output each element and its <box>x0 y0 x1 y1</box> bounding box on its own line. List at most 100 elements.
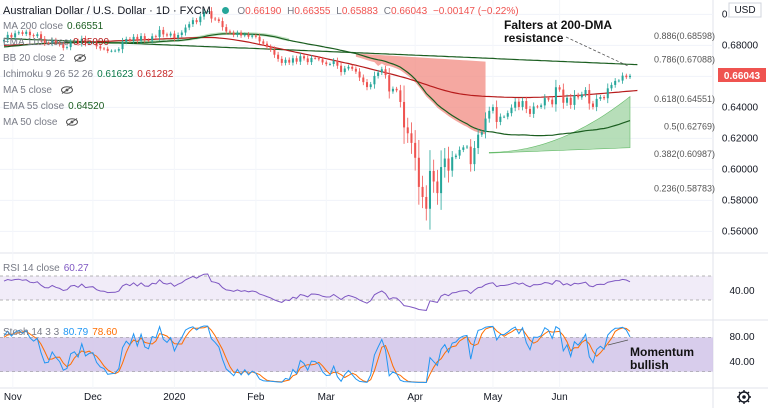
candle-down <box>591 103 594 107</box>
candle-down <box>280 58 283 63</box>
indicator-ma5[interactable]: MA 5 close <box>3 85 73 97</box>
candle-down <box>321 59 324 63</box>
fib-level-label: 0.886(0.68598) <box>654 31 715 41</box>
candle-up <box>347 66 350 69</box>
fib-level-label: 0.618(0.64551) <box>654 94 715 104</box>
candle-down <box>106 48 109 51</box>
fib-level-label: 0.5(0.62769) <box>664 121 715 131</box>
hidden-eye-icon[interactable] <box>66 118 79 127</box>
candle-down <box>358 71 361 78</box>
price-tick-label: 0.58000 <box>722 195 759 206</box>
symbol-header[interactable]: Australian Dollar / U.S. Dollar · 1D · F… <box>3 5 519 18</box>
candle-up <box>566 97 569 103</box>
candle-up <box>236 32 239 36</box>
candle-down <box>303 56 306 59</box>
fib-level-label: 0.786(0.67088) <box>654 55 715 65</box>
candle-up <box>614 80 617 85</box>
candle-down <box>306 58 309 63</box>
price-tick-label: 0.60000 <box>722 164 759 175</box>
candle-up <box>621 75 624 81</box>
candle-up <box>80 38 83 44</box>
candle-down <box>47 43 50 44</box>
momentum-pointer-line <box>607 339 629 346</box>
falters-annotation-line1: Falters at 200-DMA <box>504 18 612 32</box>
price-tick-label: 0.68000 <box>722 40 759 51</box>
live-dot-icon <box>221 7 229 14</box>
candle-down <box>340 65 343 73</box>
candle-up <box>628 75 632 78</box>
candle-down <box>336 60 339 66</box>
currency-box[interactable] <box>728 2 762 18</box>
candle-down <box>143 36 146 40</box>
candle-up <box>510 107 513 114</box>
indicator-ema55[interactable]: EMA 55 close 0.64520 <box>3 101 105 112</box>
candle-down <box>569 97 572 105</box>
candle-up <box>6 34 9 40</box>
rsi-legend[interactable]: RSI 14 close 60.27 <box>3 263 89 274</box>
candle-up <box>169 33 172 36</box>
candle-up <box>380 69 383 73</box>
candle-up <box>177 35 180 39</box>
candle-down <box>21 32 24 34</box>
candle-up <box>543 98 546 106</box>
candle-down <box>210 11 213 19</box>
candle-down <box>399 90 402 102</box>
candle-down <box>102 48 106 50</box>
indicator-ema110[interactable]: EMA 110 close 0.65090 <box>3 37 110 48</box>
candle-up <box>110 50 113 52</box>
candle-down <box>225 27 228 32</box>
indicator-bb20[interactable]: BB 20 close 2 <box>3 53 86 65</box>
symbol-title[interactable]: Australian Dollar / U.S. Dollar · 1D · F… <box>3 5 211 17</box>
last-price-tag <box>718 68 766 82</box>
candle-up <box>2 39 6 42</box>
time-tick-label: 2020 <box>163 392 186 403</box>
candle-up <box>532 106 535 114</box>
rsi-axis-label: 40.00 <box>729 286 754 297</box>
time-tick-label: Jun <box>552 392 568 403</box>
candle-up <box>132 36 135 41</box>
candle-down <box>469 146 472 165</box>
candle-up <box>291 58 294 63</box>
candle-up <box>243 34 246 36</box>
ichimoku-cloud-bullish <box>488 95 631 154</box>
hidden-eye-icon[interactable] <box>73 54 86 63</box>
settings-gear-icon[interactable] <box>737 390 751 404</box>
candle-down <box>495 107 498 122</box>
candle-up <box>617 80 620 82</box>
candle-down <box>43 38 46 44</box>
ohlc-high: H0.66355 <box>287 6 331 17</box>
stoch-legend[interactable]: Stoch 14 3 3 80.79 78.60 <box>3 327 118 338</box>
candle-up <box>125 39 128 42</box>
indicator-ma50[interactable]: MA 50 close <box>3 117 79 129</box>
stoch-axis-label-40: 40.00 <box>729 357 754 368</box>
candle-up <box>36 34 39 37</box>
candle-up <box>377 72 380 76</box>
candle-down <box>32 35 35 37</box>
time-tick-label: Dec <box>84 392 102 403</box>
candle-up <box>584 90 587 95</box>
candle-up <box>206 11 209 12</box>
last-price-value: 0.66043 <box>724 71 761 82</box>
candle-up <box>17 32 20 34</box>
fib-level-label: 0.382(0.60987) <box>654 149 715 159</box>
indicator-ichimoku[interactable]: Ichimoku 9 26 52 26 0.61623 0.61282 <box>3 69 174 80</box>
candle-down <box>28 31 31 36</box>
momentum-annotation-line1: Momentum <box>630 345 694 359</box>
price-tick-label: 0.62000 <box>722 133 759 144</box>
candle-up <box>480 132 483 135</box>
candle-down <box>147 39 150 41</box>
candle-up <box>88 42 91 44</box>
candle-down <box>58 42 61 45</box>
candle-up <box>599 97 602 99</box>
candle-up <box>606 88 609 99</box>
hidden-eye-icon[interactable] <box>60 86 73 95</box>
stoch-axis-label-80: 80.00 <box>729 332 754 343</box>
fib-level-label: 0.236(0.58783) <box>654 183 715 193</box>
candle-down <box>403 101 406 128</box>
indicator-ma200[interactable]: MA 200 close 0.66551 <box>3 21 104 32</box>
ohlc-open: O0.66190 <box>237 6 282 17</box>
candle-down <box>517 101 520 107</box>
time-tick-label: May <box>483 392 502 403</box>
